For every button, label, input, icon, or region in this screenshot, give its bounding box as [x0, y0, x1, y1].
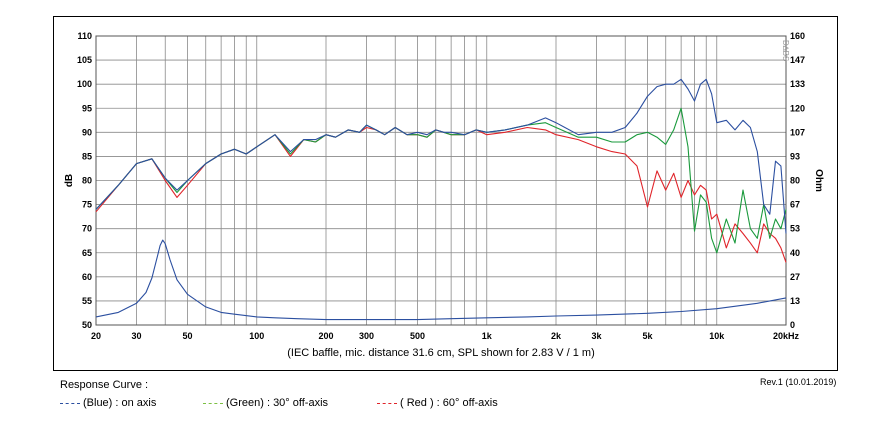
y2-tick-label: 107 [790, 127, 805, 137]
x-axis-label: (IEC baffle, mic. distance 31.6 cm, SPL … [287, 347, 595, 359]
watermark-text: D∆BS [781, 40, 790, 61]
plot-area-border [95, 35, 787, 326]
x-tick-label: 300 [359, 331, 374, 341]
y2-tick-label: 40 [790, 248, 800, 258]
y-tick-label: 55 [82, 296, 92, 306]
y2-tick-label: 120 [790, 103, 805, 113]
legend-item-red: ( Red ) : 60° off-axis [377, 397, 498, 411]
y-tick-label: 50 [82, 320, 92, 330]
series-line-60-deg [95, 126, 787, 263]
y2-tick-label: 93 [790, 151, 800, 161]
x-tick-label: 1k [482, 331, 493, 341]
x-tick-label: 2k [551, 331, 562, 341]
y2-tick-label: 13 [790, 296, 800, 306]
x-tick-label: 100 [249, 331, 264, 341]
y2-tick-label: 160 [790, 31, 805, 41]
x-tick-label: 30 [131, 331, 141, 341]
y2-tick-label: 0 [790, 320, 795, 330]
legend-label-blue: (Blue) : on axis [83, 397, 157, 409]
legend-item-green: (Green) : 30° off-axis [203, 397, 328, 411]
x-tick-label: 3k [591, 331, 602, 341]
revision-label: Rev.1 (10.01.2019) [760, 377, 837, 387]
frequency-response-chart: 50 55 60 65 70 75 80 85 90 95 100 105 110 0 13 27 40 53 67… [64, 31, 824, 359]
y2-tick-label: 133 [790, 79, 805, 89]
y-tick-label: 90 [82, 127, 92, 137]
legend-label-red: ( Red ) : 60° off-axis [400, 397, 498, 409]
legend-item-blue: (Blue) : on axis [60, 397, 156, 411]
x-tick-label: 10k [709, 331, 725, 341]
x-tick-label: 5k [643, 331, 654, 341]
y-tick-label: 80 [82, 176, 92, 186]
y2-tick-label: 80 [790, 176, 800, 186]
y-tick-label: 100 [77, 79, 92, 89]
legend-swatch-blue [60, 402, 80, 404]
y2-tick-label: 147 [790, 55, 805, 65]
x-tick-label: 50 [183, 331, 193, 341]
y2-tick-label: 27 [790, 272, 800, 282]
y-tick-label: 75 [82, 200, 92, 210]
legend-swatch-green [203, 402, 223, 404]
y2-tick-label: 67 [790, 200, 800, 210]
y2-tick-label: 53 [790, 224, 800, 234]
y2-axis-label: Ohm [813, 169, 824, 192]
series-line-impedance [95, 239, 787, 321]
chart-frame: 50 55 60 65 70 75 80 85 90 95 100 105 110 0 13 27 40 53 67… [53, 16, 838, 371]
x-tick-label: 500 [410, 331, 425, 341]
series-line-on-axis [95, 78, 787, 234]
y-tick-label: 85 [82, 151, 92, 161]
y-tick-label: 105 [77, 55, 92, 65]
x-tick-label: 20 [91, 331, 101, 341]
y-tick-label: 70 [82, 224, 92, 234]
legend-label-green: (Green) : 30° off-axis [226, 397, 329, 409]
y-tick-label: 60 [82, 272, 92, 282]
y-axis-label: dB [64, 174, 75, 187]
y-tick-label: 95 [82, 103, 92, 113]
legend-title: Response Curve : [60, 379, 149, 391]
y-tick-label: 65 [82, 248, 92, 258]
x-tick-label: 200 [318, 331, 333, 341]
x-tick-label: 20kHz [773, 331, 800, 341]
y-tick-label: 110 [77, 31, 92, 41]
legend-swatch-red [377, 402, 397, 404]
